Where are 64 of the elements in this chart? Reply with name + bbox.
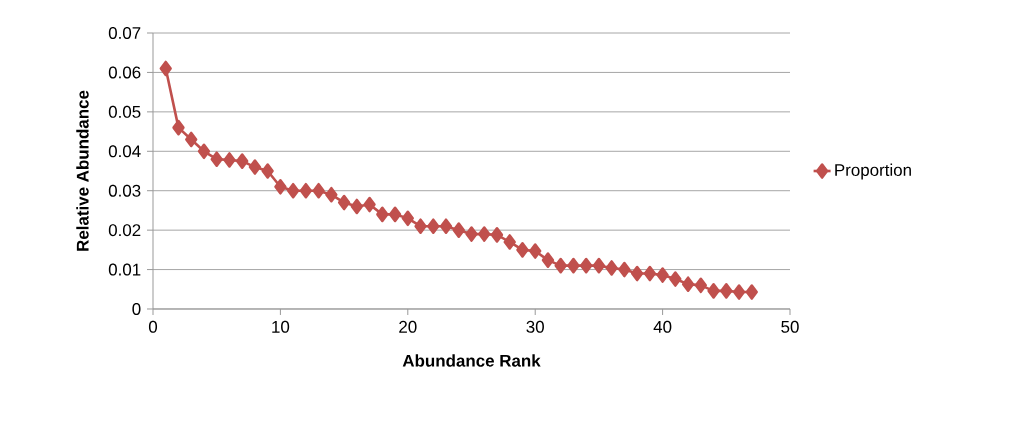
- y-tick-label: 0.05: [108, 105, 141, 118]
- point: [516, 242, 529, 258]
- y-tick-label: 0.03: [108, 184, 141, 197]
- point: [529, 243, 542, 259]
- y-tick-label: 0.07: [108, 27, 141, 40]
- point: [707, 283, 720, 299]
- point: [630, 265, 644, 282]
- point: [643, 265, 657, 282]
- point: [503, 234, 516, 250]
- y-tick-label: 0.02: [108, 224, 141, 237]
- point: [427, 218, 440, 234]
- point: [159, 60, 172, 77]
- point: [554, 257, 567, 274]
- point: [197, 143, 211, 160]
- point: [248, 159, 262, 175]
- point: [605, 260, 618, 276]
- point: [694, 277, 707, 294]
- point: [261, 163, 274, 179]
- point: [337, 194, 351, 211]
- point: [541, 252, 555, 268]
- point: [236, 153, 249, 169]
- point: [681, 276, 695, 292]
- point: [363, 196, 376, 213]
- point: [732, 284, 746, 300]
- point: [490, 227, 504, 243]
- point: [465, 226, 478, 242]
- y-axis-title: Relative Abundance: [76, 90, 89, 251]
- x-tick-label: 0: [148, 320, 158, 333]
- point: [579, 257, 593, 274]
- point: [592, 257, 606, 274]
- point: [401, 210, 414, 227]
- y-tick-label: 0.06: [108, 66, 141, 79]
- point: [210, 151, 223, 167]
- point: [376, 206, 389, 223]
- point: [312, 182, 325, 199]
- point: [172, 119, 185, 136]
- point: [745, 284, 758, 300]
- point: [286, 182, 300, 199]
- point: [223, 152, 236, 168]
- y-tick-label: 0.01: [108, 263, 141, 276]
- point: [325, 186, 338, 203]
- x-tick-label: 10: [272, 320, 290, 333]
- x-tick-label: 50: [781, 320, 799, 333]
- y-tick-label: 0: [132, 303, 141, 315]
- point: [656, 267, 669, 283]
- legend-label: Proportion: [835, 163, 911, 180]
- y-tick-label: 0.04: [108, 145, 141, 158]
- point: [452, 222, 465, 238]
- point: [299, 182, 313, 199]
- point: [567, 257, 580, 274]
- point: [185, 131, 198, 148]
- point: [720, 283, 733, 299]
- point: [618, 261, 631, 278]
- point: [388, 206, 402, 223]
- point: [478, 226, 491, 242]
- x-axis-title: Abundance Rank: [402, 354, 541, 367]
- point: [274, 178, 287, 195]
- point: [669, 271, 682, 287]
- x-tick-label: 40: [653, 320, 672, 333]
- x-tick-label: 30: [526, 320, 544, 333]
- point: [439, 218, 453, 234]
- point: [350, 198, 364, 215]
- point: [414, 218, 427, 234]
- x-tick-label: 20: [399, 320, 417, 333]
